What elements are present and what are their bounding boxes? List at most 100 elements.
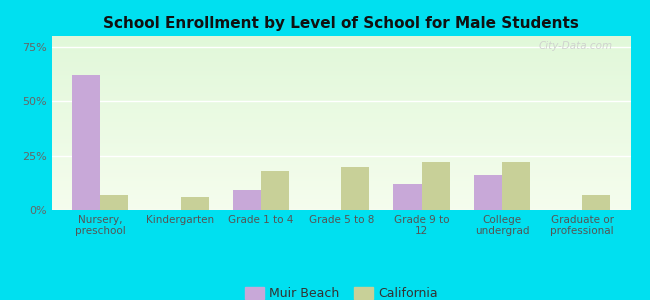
Bar [52, 73, 630, 74]
Bar [52, 151, 630, 152]
Bar [52, 145, 630, 146]
Bar [52, 134, 630, 135]
Bar [52, 83, 630, 84]
Bar [52, 143, 630, 144]
Bar [52, 100, 630, 101]
Bar [52, 68, 630, 69]
Bar [52, 153, 630, 154]
Bar [52, 59, 630, 60]
Bar [52, 157, 630, 158]
Bar [52, 155, 630, 156]
Bar [52, 48, 630, 49]
Bar [52, 147, 630, 148]
Bar [52, 118, 630, 119]
Bar [52, 116, 630, 117]
Bar [100, 195, 128, 210]
Bar [52, 107, 630, 108]
Bar [52, 110, 630, 111]
Bar [52, 160, 630, 161]
Bar [52, 132, 630, 133]
Bar [52, 87, 630, 88]
Bar [52, 138, 630, 139]
Bar [52, 206, 630, 207]
Bar [502, 162, 530, 210]
Bar [52, 126, 630, 127]
Bar [52, 65, 630, 66]
Bar [52, 102, 630, 103]
Bar [52, 55, 630, 56]
Bar [52, 209, 630, 210]
Bar [52, 51, 630, 52]
Bar [52, 78, 630, 79]
Bar [52, 85, 630, 86]
Bar [52, 177, 630, 178]
Bar [52, 125, 630, 126]
Bar [52, 98, 630, 99]
Bar [52, 198, 630, 199]
Bar [52, 86, 630, 87]
Bar [52, 82, 630, 83]
Bar [72, 75, 100, 210]
Bar [52, 109, 630, 110]
Bar [52, 191, 630, 192]
Bar [52, 38, 630, 39]
Bar [52, 75, 630, 76]
Bar [52, 93, 630, 94]
Bar [181, 197, 209, 210]
Bar [52, 200, 630, 201]
Bar [52, 66, 630, 67]
Bar [52, 201, 630, 202]
Bar [52, 85, 630, 86]
Bar [52, 60, 630, 61]
Bar [52, 117, 630, 118]
Bar [52, 141, 630, 142]
Bar [52, 185, 630, 186]
Bar [52, 190, 630, 191]
Bar [52, 54, 630, 55]
Bar [52, 182, 630, 183]
Bar [52, 197, 630, 198]
Bar [52, 144, 630, 145]
Bar [52, 72, 630, 73]
Bar [52, 113, 630, 114]
Bar [52, 42, 630, 43]
Bar [52, 168, 630, 169]
Bar [52, 46, 630, 47]
Bar [52, 158, 630, 159]
Bar [52, 111, 630, 112]
Bar [52, 204, 630, 205]
Bar [52, 108, 630, 109]
Bar [52, 37, 630, 38]
Bar [52, 79, 630, 80]
Bar [52, 178, 630, 179]
Bar [52, 115, 630, 116]
Bar [52, 135, 630, 136]
Bar [52, 99, 630, 100]
Bar [52, 154, 630, 155]
Bar [52, 164, 630, 165]
Bar [52, 179, 630, 180]
Bar [52, 165, 630, 166]
Bar [52, 199, 630, 200]
Bar [52, 52, 630, 53]
Bar [52, 112, 630, 113]
Bar [52, 173, 630, 174]
Bar [52, 137, 630, 138]
Bar [52, 171, 630, 172]
Bar [52, 84, 630, 85]
Bar [52, 127, 630, 128]
Bar [52, 123, 630, 124]
Bar [52, 119, 630, 120]
Bar [52, 163, 630, 164]
Bar [52, 56, 630, 57]
Bar [52, 77, 630, 78]
Bar [52, 70, 630, 71]
Bar [52, 187, 630, 188]
Bar [52, 69, 630, 70]
Bar [52, 172, 630, 173]
Bar [52, 39, 630, 40]
Bar [474, 175, 502, 210]
Bar [52, 192, 630, 193]
Bar [52, 166, 630, 167]
Bar [52, 36, 630, 37]
